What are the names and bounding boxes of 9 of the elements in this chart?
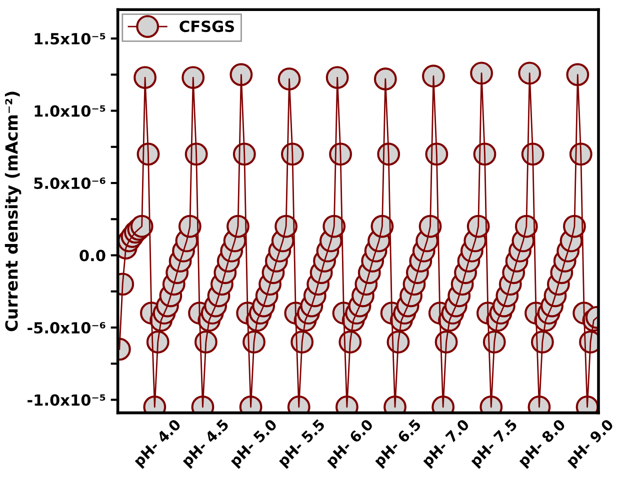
legend-label: CFSGS	[180, 20, 234, 32]
x-tick-label: pH- 6.5	[373, 418, 424, 469]
y-tick-label: 1.0x10⁻⁵	[34, 105, 106, 117]
y-tick-label: -1.0x10⁻⁵	[28, 394, 106, 406]
y-tick-label: 0.0	[80, 250, 106, 262]
y-tick-label: 5.0x10⁻⁶	[34, 177, 106, 190]
y-axis-title: Current density (mAcm⁻²)	[4, 92, 22, 332]
y-tick-label: 1.5x10⁻⁵	[34, 32, 106, 45]
y-tick-label: -5.0x10⁻⁶	[28, 322, 106, 334]
